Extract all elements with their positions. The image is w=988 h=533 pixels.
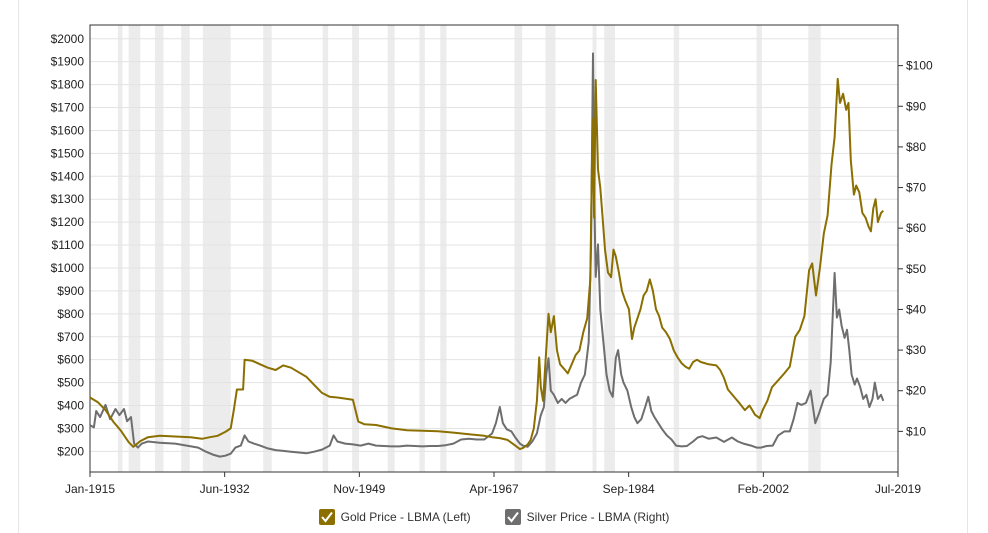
- left-tick-label: $1100: [52, 238, 85, 252]
- recession-band: [756, 25, 762, 472]
- left-axis-ticks: $200 $300 $400 $500 $600 $700 $800 $900 $1000 $11…: [51, 32, 85, 459]
- right-tick-label: $60: [906, 221, 926, 235]
- left-tick-label: $700: [57, 330, 84, 344]
- right-axis-ticks: $10 $20 $30 $40 $50 $60 $70 $80 $90 $100: [898, 59, 933, 438]
- left-tick-label: $500: [57, 376, 84, 390]
- price-chart: $200 $300 $400 $500 $600 $700 $800 $900 $1000 $11…: [51, 24, 933, 496]
- x-tick-label: Sep-1984: [603, 482, 655, 496]
- right-tick-label: $50: [906, 262, 926, 276]
- recession-band: [604, 25, 616, 472]
- legend: Gold Price - LBMA (Left) Silver Price - …: [0, 507, 988, 527]
- left-tick-label: $200: [57, 444, 84, 458]
- x-tick-label: Apr-1967: [469, 482, 519, 496]
- recession-band: [181, 25, 190, 472]
- x-tick-label: Jul-2019: [875, 482, 921, 496]
- right-tick-label: $20: [906, 384, 926, 398]
- recession-band: [419, 25, 425, 472]
- left-tick-label: $1200: [51, 215, 85, 229]
- left-tick-label: $1400: [51, 169, 85, 183]
- right-tick-label: $80: [906, 140, 926, 154]
- recession-bands: [117, 25, 821, 472]
- legend-item-silver[interactable]: Silver Price - LBMA (Right): [504, 509, 670, 525]
- left-tick-label: $1700: [51, 101, 85, 115]
- left-tick-label: $300: [57, 421, 84, 435]
- recession-band: [514, 25, 523, 472]
- right-tick-label: $10: [906, 424, 926, 438]
- left-tick-label: $1300: [51, 192, 85, 206]
- left-tick-label: $1000: [51, 261, 85, 275]
- recession-band: [154, 25, 164, 472]
- left-tick-label: $1600: [51, 123, 85, 137]
- x-tick-label: Feb-2002: [738, 482, 790, 496]
- left-tick-label: $2000: [51, 32, 85, 46]
- recession-band: [545, 25, 556, 472]
- series-lines: [89, 52, 885, 458]
- recession-band: [117, 25, 123, 472]
- recession-band: [202, 25, 231, 472]
- legend-label-silver: Silver Price - LBMA (Right): [526, 510, 670, 524]
- recession-band: [352, 25, 360, 472]
- left-tick-label: $600: [57, 353, 84, 367]
- gold-check-icon[interactable]: [318, 509, 335, 525]
- recession-band: [440, 25, 447, 472]
- x-tick-label: Nov-1949: [333, 482, 385, 496]
- recession-band: [387, 25, 395, 472]
- left-tick-label: $1900: [51, 55, 85, 69]
- recession-band: [673, 25, 680, 472]
- right-tick-label: $70: [906, 181, 926, 195]
- right-tick-label: $100: [906, 59, 933, 73]
- right-tick-label: $40: [906, 302, 926, 316]
- x-axis-ticks: Jan-1915 Jun-1932 Nov-1949 Apr-1967 Sep-1984…: [65, 472, 921, 496]
- recession-band: [808, 25, 821, 472]
- recession-band: [128, 25, 141, 472]
- right-tick-label: $90: [906, 99, 926, 113]
- left-tick-label: $1500: [51, 146, 85, 160]
- legend-label-gold: Gold Price - LBMA (Left): [340, 510, 471, 524]
- recession-band: [263, 25, 272, 472]
- x-tick-label: Jun-1932: [200, 482, 250, 496]
- right-tick-label: $30: [906, 343, 926, 357]
- gold-series-line: [89, 77, 885, 451]
- gridlines: [90, 38, 898, 452]
- left-tick-label: $1800: [51, 78, 85, 92]
- chart-frame: [18, 0, 968, 533]
- silver-series-line: [89, 52, 885, 458]
- legend-item-gold[interactable]: Gold Price - LBMA (Left): [318, 509, 471, 525]
- silver-check-icon[interactable]: [504, 509, 521, 525]
- left-tick-label: $900: [57, 284, 84, 298]
- recession-band: [322, 25, 329, 472]
- left-tick-label: $800: [57, 307, 84, 321]
- left-tick-label: $400: [57, 399, 84, 413]
- x-tick-label: Jan-1915: [65, 482, 115, 496]
